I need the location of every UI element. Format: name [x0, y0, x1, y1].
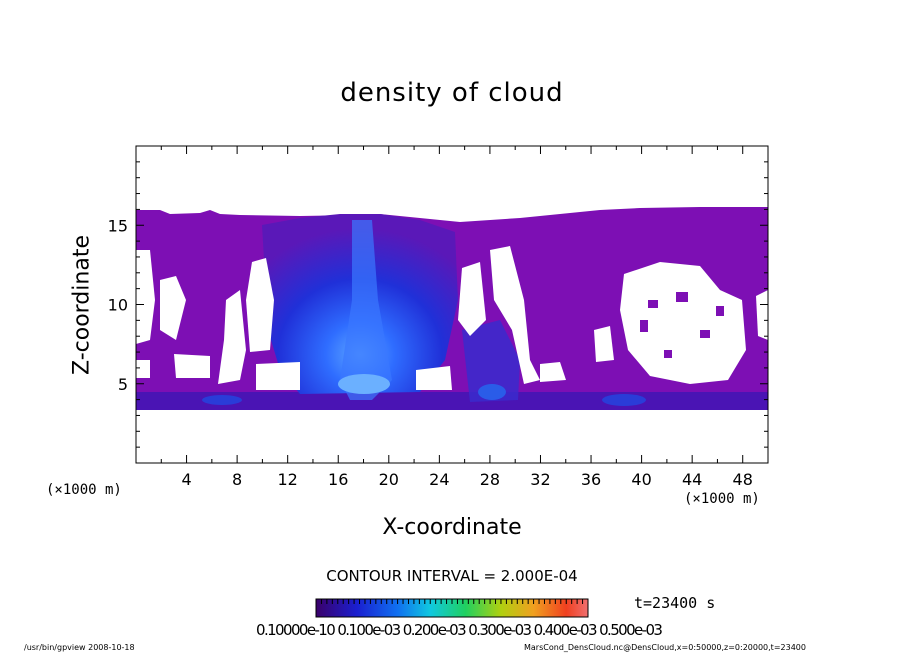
y-tick-label: 5 — [118, 375, 128, 394]
gap — [620, 262, 746, 384]
y-ticks: 5 10 15 — [108, 145, 768, 464]
chart-title: density of cloud — [340, 78, 564, 108]
left-cell-base — [202, 395, 242, 405]
x-tick-label: 28 — [480, 470, 500, 489]
speck — [700, 330, 710, 338]
y-tick-label: 10 — [108, 296, 128, 315]
footer-left: /usr/bin/gpview 2008-10-18 — [24, 643, 135, 652]
x-tick-label: 40 — [631, 470, 651, 489]
cloud-specks — [640, 292, 724, 358]
cloud-field — [136, 207, 768, 410]
gap — [160, 276, 186, 340]
gap — [458, 262, 486, 336]
gap — [136, 360, 150, 378]
x-tick-label: 44 — [682, 470, 702, 489]
right-cell-base — [602, 394, 646, 406]
x-tick-label: 32 — [530, 470, 550, 489]
core-bright-base — [338, 374, 390, 394]
secondary-cell — [462, 320, 520, 402]
colorbar-labels: 0.10000e-10 0.100e-03 0.200e-03 0.300e-0… — [256, 621, 663, 639]
x-tick-label: 16 — [328, 470, 348, 489]
gap — [218, 290, 246, 384]
secondary-cell-base — [478, 384, 506, 400]
x-tick-label: 8 — [232, 470, 242, 489]
gap — [490, 246, 540, 384]
x-tick-label: 4 — [181, 470, 191, 489]
gap — [256, 362, 300, 390]
speck — [648, 300, 658, 308]
gap — [136, 250, 155, 344]
footer-right: MarsCond_DensCloud.nc@DensCloud,x=0:5000… — [524, 643, 806, 652]
time-label: t=23400 s — [634, 594, 716, 612]
gap — [416, 366, 452, 390]
x-tick-label: 48 — [733, 470, 753, 489]
speck — [640, 320, 648, 332]
contour-interval: CONTOUR INTERVAL = 2.000E-04 — [326, 567, 578, 585]
gap — [756, 290, 768, 340]
x-unit-right: (×1000 m) — [684, 491, 760, 507]
gap — [594, 326, 614, 362]
x-tick-label: 24 — [429, 470, 449, 489]
x-ticks: 4 8 12 16 20 24 28 32 36 40 44 48 — [135, 146, 769, 489]
x-axis-label: X-coordinate — [382, 515, 522, 540]
x-tick-label: 12 — [278, 470, 298, 489]
speck — [676, 292, 688, 302]
core-bright-column — [340, 220, 392, 400]
speck — [664, 350, 672, 358]
gap — [174, 354, 210, 378]
colorbar-ticks — [320, 599, 584, 604]
y-axis-label: Z-coordinate — [69, 235, 95, 375]
x-tick-label: 36 — [581, 470, 601, 489]
x-tick-label: 20 — [379, 470, 399, 489]
cloud-free-gaps — [136, 246, 768, 390]
y-tick-label: 15 — [108, 216, 128, 235]
speck — [716, 306, 724, 316]
gap — [540, 362, 566, 382]
gap — [246, 258, 274, 352]
x-unit-left: (×1000 m) — [46, 482, 122, 498]
